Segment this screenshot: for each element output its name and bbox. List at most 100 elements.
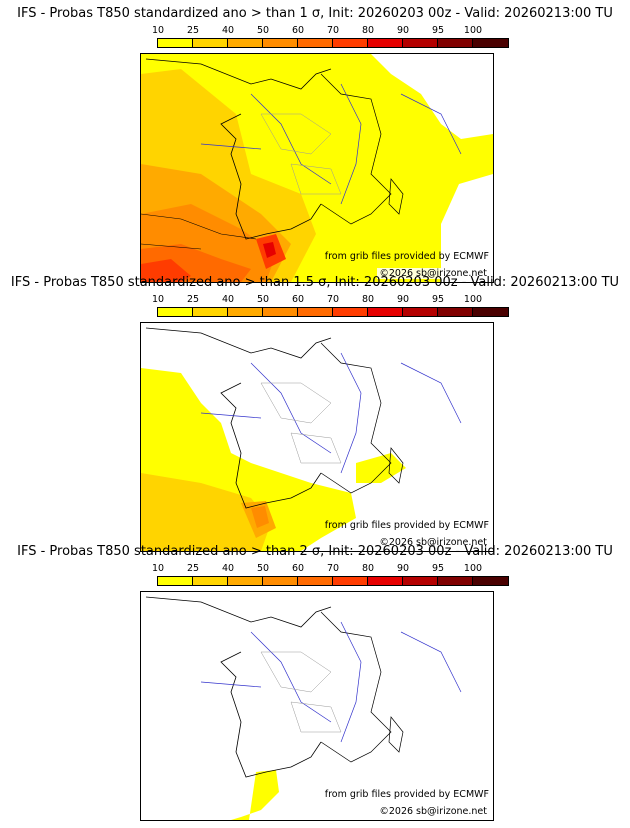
colorbar-swatch: [193, 308, 228, 316]
colorbar-swatch: [158, 39, 193, 47]
colorbar-tick-label: 40: [221, 294, 235, 305]
corsica: [388, 716, 404, 753]
colorbar-swatch: [228, 577, 263, 585]
panel-title: IFS - Probas T850 standardized ano > tha…: [17, 544, 613, 559]
colorbar-tick-label: 70: [326, 563, 340, 574]
country-border: [320, 73, 392, 225]
colorbar-tick-label: 80: [361, 563, 375, 574]
copyright-credit: ©2026 sb@irizone.net: [377, 537, 489, 548]
colorbar-labels: 10 25 40 50 60 70 80 90 95 100: [140, 25, 510, 37]
colorbar-swatch: [158, 308, 193, 316]
colorbar-swatch: [438, 308, 473, 316]
colorbar-swatch: [333, 308, 368, 316]
colorbar-swatch: [403, 308, 438, 316]
map-graphic: [141, 323, 493, 551]
rivers: [200, 83, 462, 205]
colorbar-swatch: [228, 308, 263, 316]
coastline: [145, 596, 332, 778]
country-border: [320, 342, 392, 494]
region-border: [141, 213, 257, 250]
colorbar-swatch: [403, 577, 438, 585]
colorbar-tick-label: 60: [291, 25, 305, 36]
colorbar-swatch: [298, 39, 333, 47]
probability-map: from grib files provided by ECMWF ©2026 …: [140, 322, 494, 552]
probability-map: from grib files provided by ECMWF ©2026 …: [140, 53, 494, 283]
colorbar-tick-label: 80: [361, 294, 375, 305]
colorbar-labels: 10 25 40 50 60 70 80 90 95 100: [140, 563, 510, 575]
prob-fill-10: [231, 770, 279, 820]
colorbar: [157, 307, 509, 317]
map-panel-1-sigma: IFS - Probas T850 standardized ano > tha…: [0, 6, 630, 283]
colorbar-tick-label: 80: [361, 25, 375, 36]
colorbar-swatch: [298, 577, 333, 585]
coastline: [145, 58, 332, 240]
colorbar-swatch: [438, 39, 473, 47]
source-credit: from grib files provided by ECMWF: [324, 789, 489, 800]
prob-fill-80: [263, 242, 276, 258]
colorbar-tick-label: 10: [151, 294, 165, 305]
colorbar-tick-label: 90: [396, 563, 410, 574]
colorbar-tick-label: 25: [186, 25, 200, 36]
no-prob-area: [371, 54, 493, 139]
probability-map: from grib files provided by ECMWF ©2026 …: [140, 591, 494, 821]
colorbar-tick-label: 95: [431, 563, 445, 574]
colorbar: [157, 38, 509, 48]
colorbar-tick-label: 100: [463, 25, 483, 36]
colorbar-tick-label: 70: [326, 25, 340, 36]
department-borders: [260, 113, 342, 195]
colorbar-swatch: [473, 39, 508, 47]
map-graphic: [141, 54, 493, 282]
prob-fill-10: [356, 453, 406, 483]
colorbar-swatch: [403, 39, 438, 47]
colorbar-tick-label: 25: [186, 294, 200, 305]
corsica: [388, 178, 404, 215]
country-border: [320, 611, 392, 763]
colorbar-swatch: [473, 308, 508, 316]
colorbar-swatch: [158, 577, 193, 585]
colorbar-swatch: [298, 308, 333, 316]
map-panel-2-sigma: IFS - Probas T850 standardized ano > tha…: [0, 544, 630, 824]
source-credit: from grib files provided by ECMWF: [324, 520, 489, 531]
colorbar-swatch: [193, 577, 228, 585]
colorbar-tick-label: 70: [326, 294, 340, 305]
department-borders: [260, 651, 342, 733]
colorbar: [157, 576, 509, 586]
colorbar-swatch: [438, 577, 473, 585]
colorbar-swatch: [368, 39, 403, 47]
rivers: [200, 352, 462, 474]
colorbar-tick-label: 50: [256, 25, 270, 36]
copyright-credit: ©2026 sb@irizone.net: [377, 268, 489, 279]
map-panel-1-5-sigma: IFS - Probas T850 standardized ano > tha…: [0, 275, 630, 552]
no-prob-area: [141, 592, 493, 820]
colorbar-tick-label: 60: [291, 294, 305, 305]
colorbar-tick-label: 10: [151, 25, 165, 36]
colorbar-tick-label: 50: [256, 294, 270, 305]
colorbar-swatch: [333, 577, 368, 585]
colorbar-tick-label: 50: [256, 563, 270, 574]
rivers: [200, 621, 462, 743]
colorbar-swatch: [263, 308, 298, 316]
copyright-credit: ©2026 sb@irizone.net: [377, 806, 489, 817]
source-credit: from grib files provided by ECMWF: [324, 251, 489, 262]
colorbar-swatch: [333, 39, 368, 47]
colorbar-tick-label: 40: [221, 563, 235, 574]
colorbar-swatch: [368, 577, 403, 585]
colorbar-swatch: [368, 308, 403, 316]
department-borders: [260, 382, 342, 464]
colorbar-swatch: [263, 577, 298, 585]
map-graphic: [141, 592, 493, 820]
colorbar-tick-label: 60: [291, 563, 305, 574]
colorbar-swatch: [228, 39, 263, 47]
coastline: [145, 327, 332, 509]
no-prob-area: [441, 174, 493, 282]
panel-title: IFS - Probas T850 standardized ano > tha…: [10, 275, 620, 290]
colorbar-tick-label: 95: [431, 25, 445, 36]
prob-fill-70: [141, 259, 191, 282]
prob-fill-25: [141, 473, 271, 551]
corsica: [388, 447, 404, 484]
colorbar-tick-label: 100: [463, 563, 483, 574]
colorbar-tick-label: 10: [151, 563, 165, 574]
prob-fill-50: [251, 506, 269, 528]
colorbar-tick-label: 90: [396, 294, 410, 305]
colorbar-tick-label: 90: [396, 25, 410, 36]
